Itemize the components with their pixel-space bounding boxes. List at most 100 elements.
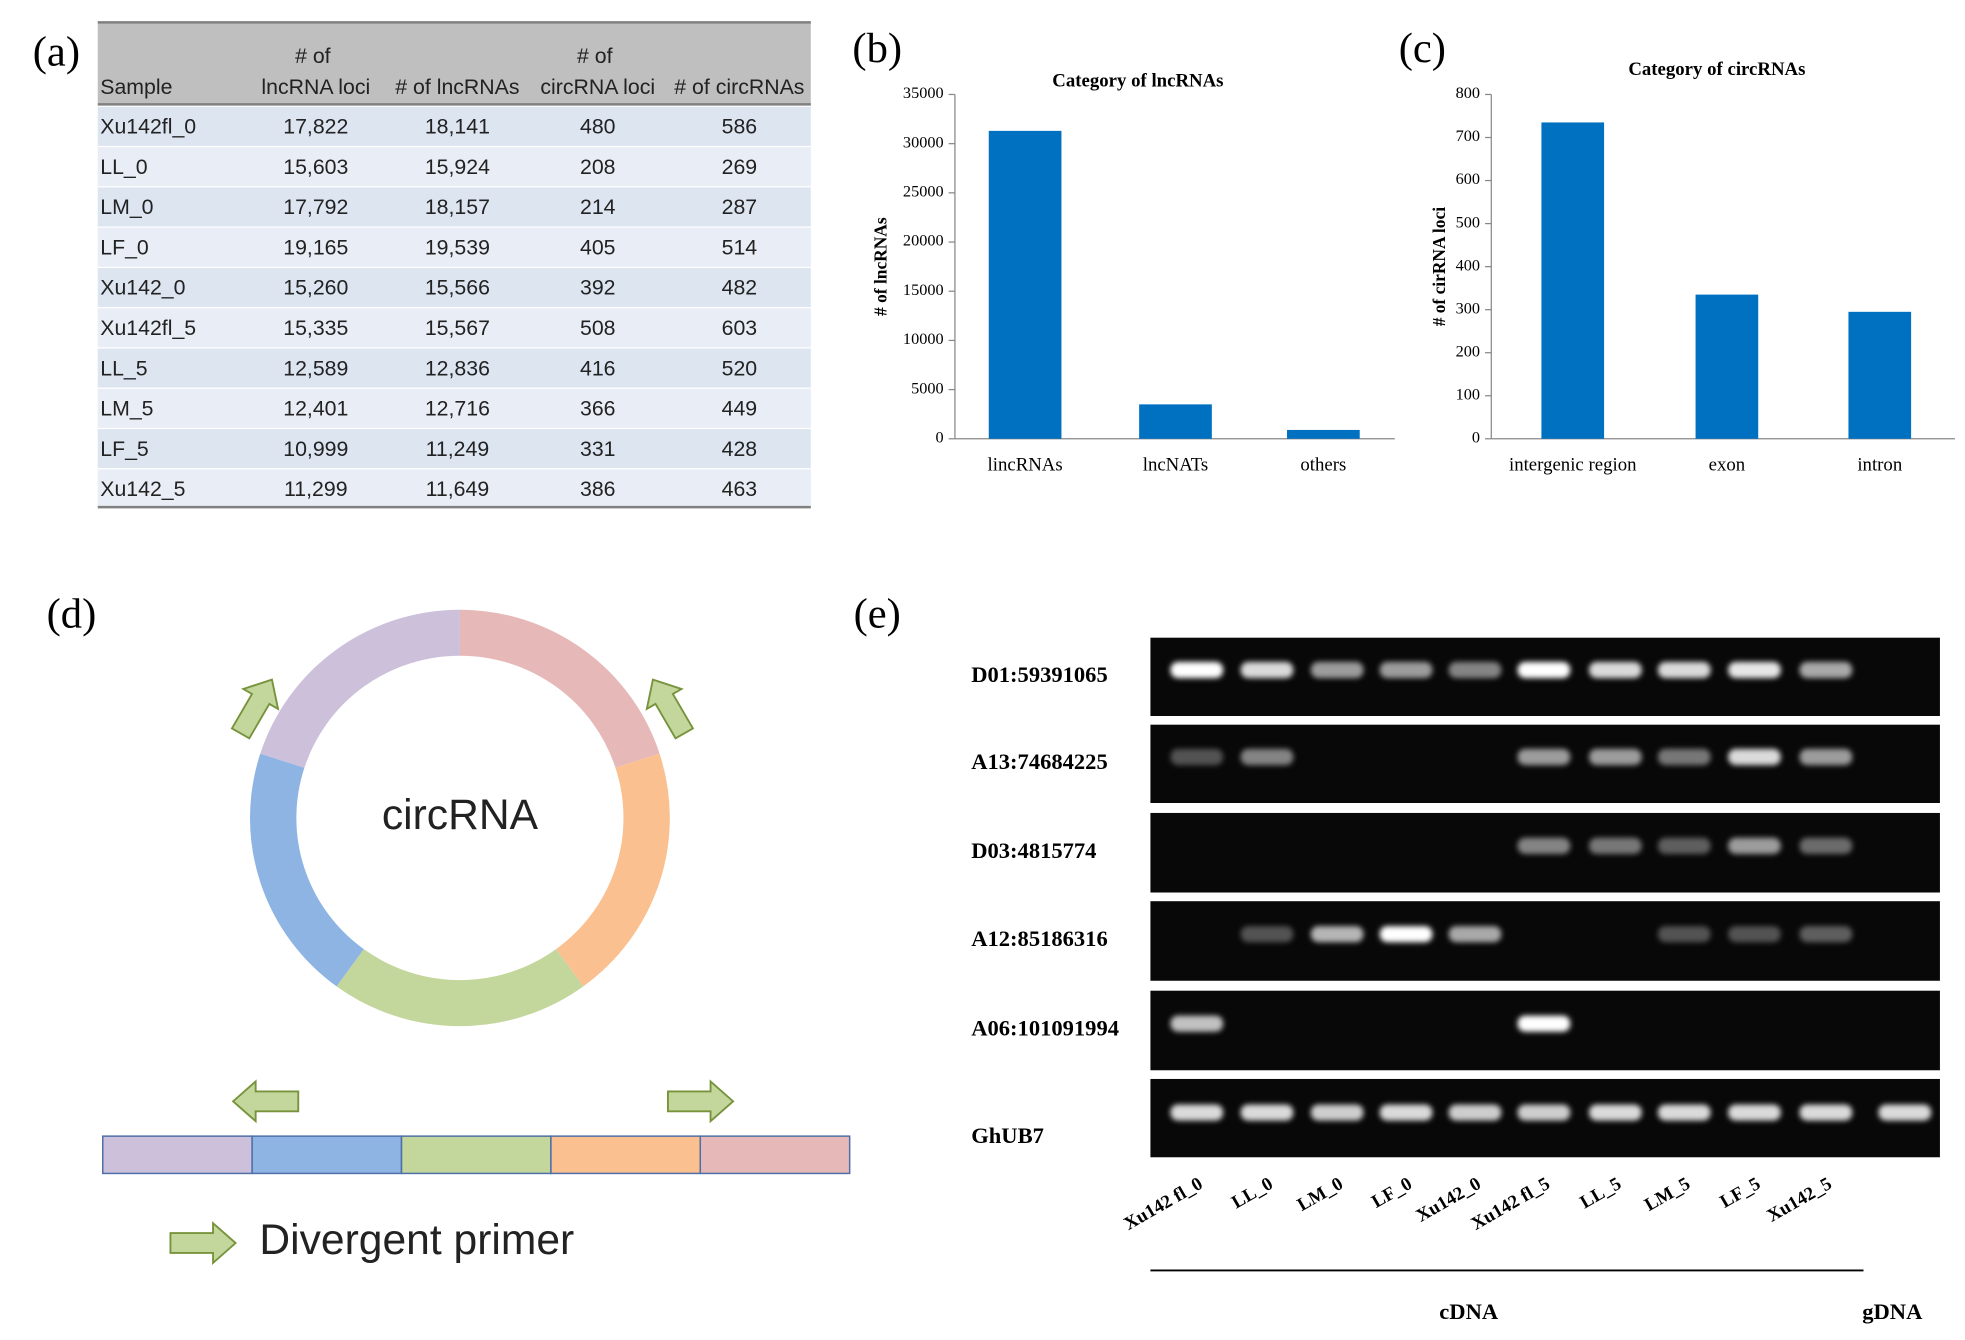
table-cell: Xu142_0 [100, 277, 185, 300]
gel-band [1517, 748, 1571, 766]
y-axis-label: # of lncRNAs [870, 217, 890, 316]
marker-label: GhUB7 [971, 1123, 1044, 1148]
ring-segment [555, 753, 670, 987]
table-row-bg [97, 227, 811, 267]
panel-label: (e) [854, 591, 901, 638]
table-cell: 11,299 [284, 478, 348, 501]
lane-label: Xu142_5 [1764, 1173, 1836, 1226]
gel-band [1517, 1015, 1571, 1032]
gel-band [1799, 1104, 1853, 1121]
table-cell: 15,566 [425, 277, 490, 300]
lane-label: LF_5 [1717, 1173, 1765, 1212]
panel-label: (a) [33, 29, 80, 76]
table-cell: 19,165 [283, 237, 348, 260]
table-header: # of lncRNAs [395, 76, 519, 99]
gel-band [1448, 926, 1502, 943]
table-cell: Xu142_5 [100, 478, 185, 501]
x-tick-label: lncNATs [1143, 454, 1209, 475]
gel-band [1589, 661, 1642, 679]
lane-label: Xu142 fl_5 [1468, 1173, 1554, 1234]
x-tick-label: others [1300, 454, 1346, 475]
gel-band [1517, 837, 1571, 854]
gel-band [1310, 1104, 1364, 1121]
gel-band [1170, 748, 1224, 766]
lane-label: LF_0 [1368, 1173, 1416, 1212]
table-cell: 12,401 [283, 398, 348, 421]
bar [1541, 122, 1605, 439]
gel-band [1379, 926, 1433, 943]
table-cell: 17,822 [283, 116, 348, 139]
table-cell: LF_5 [100, 438, 149, 461]
gel-band [1728, 748, 1781, 766]
primer-arrow [230, 678, 280, 740]
legend-label: Divergent primer [259, 1216, 574, 1263]
table-cell: 208 [580, 156, 616, 179]
table-cell: 18,141 [425, 116, 490, 139]
table-cell: 331 [580, 438, 616, 461]
gel-band [1799, 837, 1853, 854]
table-cell: LM_0 [100, 196, 153, 219]
y-tick-label: 300 [1456, 299, 1480, 317]
gel-band [1310, 926, 1364, 943]
table-cell: 287 [722, 196, 758, 219]
table-cell: 586 [722, 116, 758, 139]
x-tick-label: exon [1709, 454, 1746, 475]
lane-label: LM_5 [1641, 1173, 1694, 1215]
table-cell: 482 [722, 277, 758, 300]
table-cell: 15,603 [283, 156, 348, 179]
center-label: circRNA [382, 791, 539, 838]
gel-band [1170, 1104, 1224, 1121]
gel-band [1728, 926, 1781, 943]
bar [1848, 311, 1912, 439]
bar [1139, 404, 1212, 439]
header-line: circRNA loci [540, 76, 655, 99]
gel-band [1240, 661, 1294, 679]
table-cell: LF_0 [100, 237, 149, 260]
gel-band [1799, 926, 1853, 943]
gel-band [1657, 661, 1711, 679]
gel-band [1517, 1104, 1571, 1121]
primer-arrow [169, 1221, 238, 1266]
table-header-bg [97, 22, 811, 105]
primer-arrow [667, 1079, 735, 1124]
panel-label: (b) [852, 25, 902, 72]
y-tick-label: 100 [1456, 386, 1480, 404]
table-cell: 12,589 [283, 357, 348, 380]
bar [1695, 294, 1759, 439]
gel-band [1379, 661, 1433, 679]
y-tick-label: 0 [1472, 429, 1480, 447]
table-cell: 11,249 [426, 438, 490, 461]
gel-band [1728, 837, 1781, 854]
table-row-bg [97, 106, 811, 146]
ring-segment [250, 753, 365, 987]
gel-band [1170, 661, 1224, 679]
table-cell: 514 [722, 237, 758, 260]
ring-segment [459, 609, 660, 769]
gel-band [1240, 926, 1294, 943]
table-row-bg [97, 429, 811, 469]
chart-title: Category of lncRNAs [1052, 70, 1223, 91]
panel-label: (d) [47, 591, 97, 638]
table-cell: 15,260 [283, 277, 348, 300]
linear-segment [400, 1135, 552, 1175]
table-cell: Xu142fl_5 [100, 317, 196, 340]
gel-band [1657, 748, 1711, 766]
gel-band [1379, 1104, 1433, 1121]
table-header: # of lncRNA loci [261, 45, 370, 99]
gel-band [1240, 748, 1294, 766]
table-cell: LL_5 [100, 357, 147, 380]
table-cell: 18,157 [425, 196, 490, 219]
table-row-bg [97, 187, 811, 227]
table-cell: 449 [722, 398, 758, 421]
lane-label: Xu142 fl_0 [1120, 1173, 1206, 1234]
header-line: # of [295, 45, 336, 68]
y-tick-label: 800 [1456, 84, 1480, 102]
table-cell: 416 [580, 357, 616, 380]
group-label: cDNA [1439, 1299, 1499, 1324]
gel-band [1589, 748, 1642, 766]
table-row-bg [97, 147, 811, 187]
table-cell: 15,567 [425, 317, 490, 340]
gel-band [1240, 1104, 1294, 1121]
